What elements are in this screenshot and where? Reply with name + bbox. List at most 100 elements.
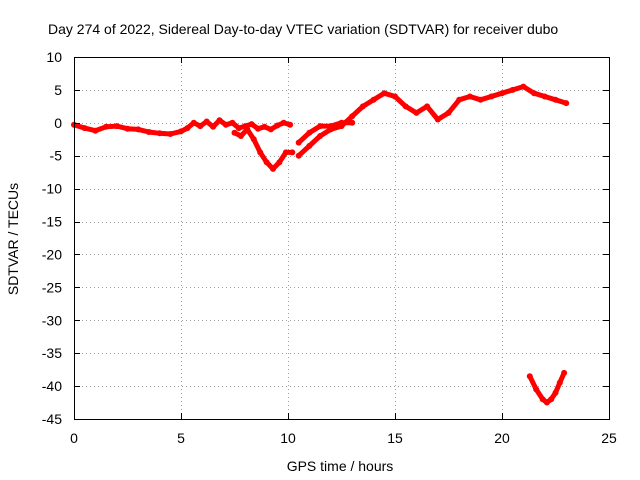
y-tick-label: -20	[42, 246, 62, 262]
plot-frame	[74, 57, 610, 420]
data-point	[145, 129, 152, 135]
data-point	[178, 128, 184, 135]
data-point	[531, 90, 538, 97]
data-point	[499, 90, 505, 97]
data-point	[229, 119, 236, 126]
data-point	[552, 96, 559, 103]
y-tick-label: 10	[46, 49, 62, 65]
data-point	[561, 369, 568, 376]
x-tick-label: 15	[387, 430, 403, 446]
tick-layer: 0 5 10 15 20 25 10 5 0 -5 -10 -15 -20 -25 -30 -35 -40 -45	[42, 49, 617, 446]
data-point	[295, 152, 302, 159]
data-point	[370, 96, 377, 103]
grid-layer	[74, 57, 609, 419]
data-point	[306, 129, 313, 136]
data-point	[113, 123, 120, 130]
data-point	[237, 133, 244, 139]
series-track-a	[71, 117, 293, 137]
x-tick-label: 5	[177, 430, 185, 446]
data-point	[295, 139, 302, 146]
data-point	[306, 142, 313, 149]
y-tick-label: -10	[42, 181, 62, 197]
data-point	[276, 159, 283, 166]
data-point	[280, 119, 287, 126]
data-point	[244, 126, 251, 133]
data-layer	[71, 83, 570, 406]
data-point	[197, 123, 204, 130]
data-point	[445, 109, 452, 116]
data-point	[261, 123, 268, 130]
data-point	[222, 121, 229, 128]
data-point	[563, 100, 570, 107]
x-tick-label: 0	[70, 430, 78, 446]
data-point	[349, 113, 356, 120]
data-point	[263, 159, 270, 166]
y-tick-label: 5	[54, 82, 62, 98]
data-point	[488, 93, 495, 100]
y-tick-label: -25	[42, 279, 62, 295]
data-point	[392, 93, 398, 100]
data-point	[274, 122, 281, 129]
data-point	[190, 119, 197, 126]
x-tick-label: 10	[280, 430, 296, 446]
x-axis-label: GPS time / hours	[287, 458, 394, 474]
data-point	[257, 149, 264, 156]
data-point	[317, 133, 324, 139]
data-point	[349, 119, 356, 126]
data-point	[81, 125, 88, 132]
data-point	[289, 149, 296, 156]
data-point	[338, 119, 345, 126]
data-point	[526, 373, 533, 380]
data-point	[466, 93, 473, 100]
data-point	[216, 117, 223, 124]
data-point	[541, 93, 548, 100]
data-point	[456, 96, 463, 103]
x-tick-label: 20	[494, 430, 510, 446]
data-point	[287, 121, 294, 128]
series-track-b	[232, 126, 295, 172]
y-tick-label: -45	[42, 411, 62, 427]
data-point	[156, 130, 163, 137]
data-point	[248, 121, 255, 128]
data-point	[203, 118, 210, 125]
chart-title: Day 274 of 2022, Sidereal Day-to-day VTE…	[48, 21, 558, 37]
data-point	[402, 103, 409, 110]
data-point	[282, 149, 289, 156]
data-point	[413, 109, 420, 116]
x-tick-label: 25	[601, 430, 617, 446]
data-point	[184, 125, 191, 132]
data-point	[533, 386, 540, 393]
data-point	[235, 125, 242, 132]
data-point	[539, 396, 546, 403]
data-point	[359, 103, 366, 110]
y-tick-label: -40	[42, 378, 62, 394]
y-axis-label: SDTVAR / TECUs	[5, 183, 21, 295]
data-point	[556, 379, 563, 386]
y-tick-label: -35	[42, 345, 62, 361]
data-point	[135, 126, 142, 133]
data-point	[255, 125, 261, 132]
y-tick-label: 0	[54, 115, 62, 131]
data-point	[231, 129, 238, 136]
data-point	[92, 127, 99, 134]
data-point	[317, 123, 324, 130]
data-point	[327, 123, 334, 130]
data-point	[103, 123, 110, 130]
y-tick-label: -5	[50, 148, 63, 164]
data-point	[124, 125, 131, 132]
data-point	[552, 389, 559, 396]
data-point	[267, 126, 274, 133]
data-point	[424, 103, 431, 110]
data-point	[520, 83, 527, 90]
data-point	[381, 90, 388, 97]
data-point	[509, 86, 516, 93]
data-point	[543, 399, 550, 406]
data-point	[548, 396, 555, 403]
data-point	[210, 123, 217, 130]
y-tick-label: -15	[42, 214, 62, 230]
data-point	[434, 116, 441, 123]
data-point	[270, 165, 276, 172]
data-point	[477, 96, 484, 103]
data-point	[167, 131, 174, 137]
